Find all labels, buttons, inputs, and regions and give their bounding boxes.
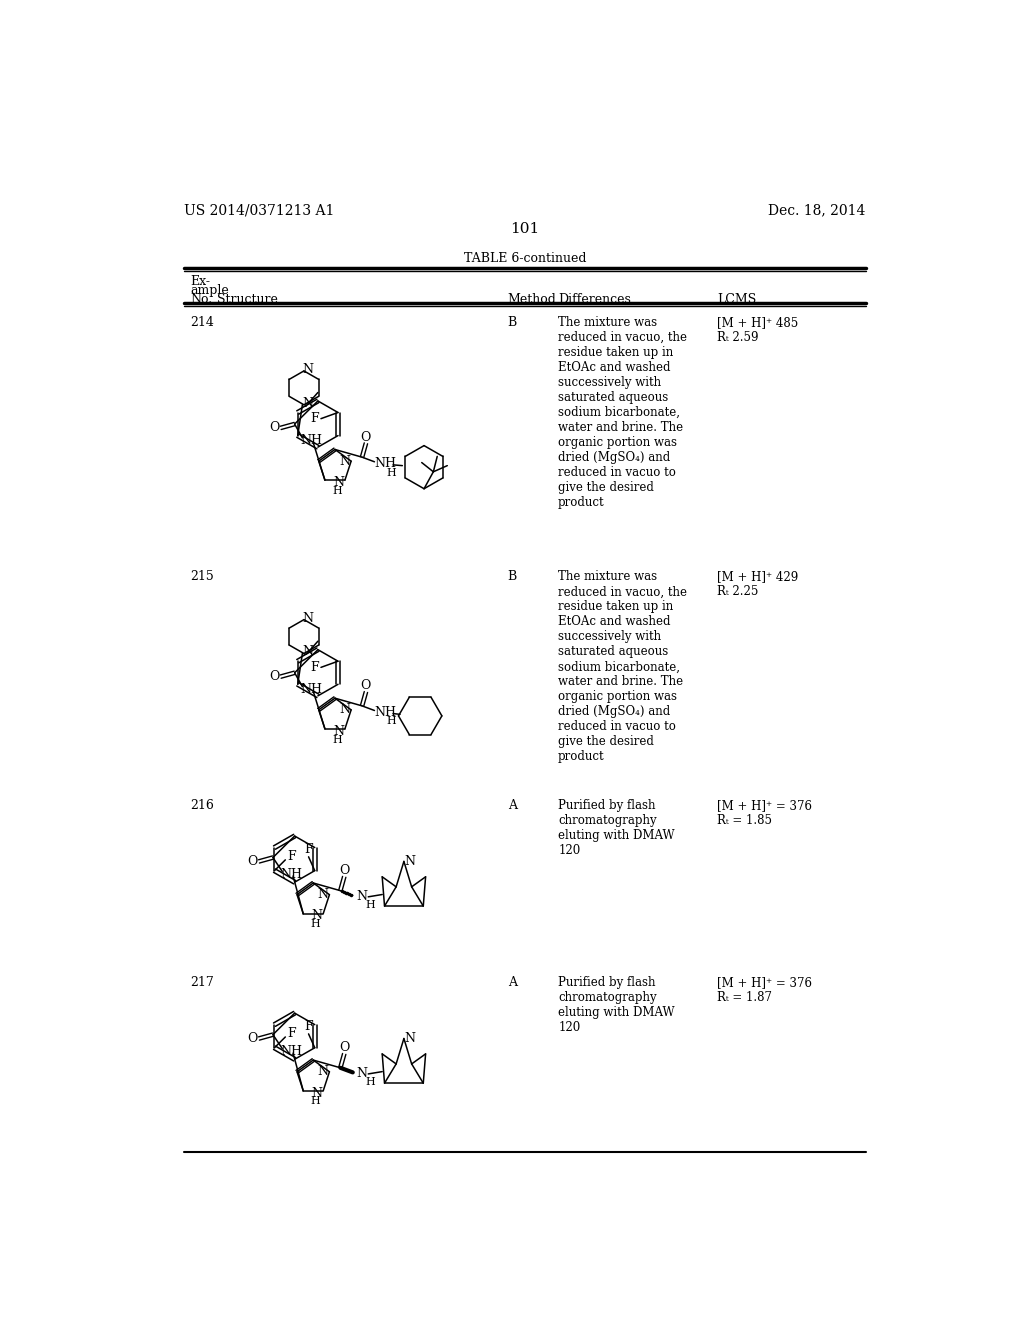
Text: Method: Method (508, 293, 557, 306)
Text: H: H (387, 717, 396, 726)
Text: O: O (248, 855, 258, 869)
Text: Purified by flash
chromatography
eluting with DMAW
120: Purified by flash chromatography eluting… (558, 977, 675, 1034)
Text: F: F (287, 1027, 296, 1040)
Text: Ex-: Ex- (190, 276, 210, 289)
Text: N: N (317, 1065, 329, 1078)
Text: The mixture was
reduced in vacuo, the
residue taken up in
EtOAc and washed
succe: The mixture was reduced in vacuo, the re… (558, 570, 687, 763)
Text: H: H (333, 486, 342, 496)
Text: N: N (302, 611, 313, 624)
Text: N: N (302, 397, 313, 409)
Text: N: N (356, 1068, 368, 1081)
Text: N: N (311, 1086, 323, 1100)
Text: N: N (317, 888, 329, 902)
Text: [M + H]⁺ 429
Rₜ 2.25: [M + H]⁺ 429 Rₜ 2.25 (717, 570, 799, 598)
Text: 214: 214 (190, 317, 214, 329)
Text: 101: 101 (510, 222, 540, 235)
Text: N: N (339, 704, 350, 717)
Text: ample: ample (190, 284, 228, 297)
Text: N: N (302, 363, 313, 376)
Text: NH: NH (281, 869, 302, 880)
Text: N: N (333, 477, 344, 488)
Text: A: A (508, 799, 517, 812)
Text: US 2014/0371213 A1: US 2014/0371213 A1 (183, 203, 334, 216)
Text: 216: 216 (190, 799, 214, 812)
Text: A: A (508, 977, 517, 989)
Text: Structure: Structure (217, 293, 278, 306)
Text: F: F (310, 661, 319, 675)
Text: F: F (310, 412, 319, 425)
Text: O: O (360, 680, 371, 693)
Text: The mixture was
reduced in vacuo, the
residue taken up in
EtOAc and washed
succe: The mixture was reduced in vacuo, the re… (558, 317, 687, 510)
Text: N: N (339, 454, 350, 467)
Text: TABLE 6-continued: TABLE 6-continued (464, 252, 586, 265)
Text: N: N (404, 855, 416, 869)
Text: N: N (311, 909, 323, 923)
Text: LCMS: LCMS (717, 293, 757, 306)
Text: O: O (269, 421, 280, 434)
Text: NH: NH (301, 684, 323, 696)
Text: [M + H]⁺ 485
Rₜ 2.59: [M + H]⁺ 485 Rₜ 2.59 (717, 317, 799, 345)
Text: H: H (365, 899, 375, 909)
Text: 217: 217 (190, 977, 214, 989)
Text: NH: NH (301, 434, 323, 447)
Text: F: F (287, 850, 296, 863)
Text: NH: NH (281, 1045, 302, 1059)
Text: O: O (360, 430, 371, 444)
Text: No.: No. (190, 293, 212, 306)
Text: Dec. 18, 2014: Dec. 18, 2014 (768, 203, 866, 216)
Text: H: H (310, 1097, 321, 1106)
Text: Purified by flash
chromatography
eluting with DMAW
120: Purified by flash chromatography eluting… (558, 799, 675, 857)
Text: O: O (269, 671, 280, 684)
Text: O: O (248, 1032, 258, 1045)
Text: H: H (333, 735, 342, 744)
Text: N: N (302, 645, 313, 659)
Text: NH: NH (375, 457, 396, 470)
Text: N: N (333, 725, 344, 738)
Text: 215: 215 (190, 570, 214, 583)
Text: H: H (310, 920, 321, 929)
Text: Differences: Differences (558, 293, 631, 306)
Text: F: F (304, 1020, 313, 1034)
Text: O: O (339, 1041, 349, 1055)
Text: N: N (356, 890, 368, 903)
Text: NH: NH (375, 705, 396, 718)
Text: [M + H]⁺ = 376
Rₜ = 1.85: [M + H]⁺ = 376 Rₜ = 1.85 (717, 799, 812, 828)
Text: B: B (508, 317, 517, 329)
Text: H: H (387, 467, 396, 478)
Text: H: H (365, 1077, 375, 1086)
Text: B: B (508, 570, 517, 583)
Text: O: O (339, 865, 349, 878)
Text: N: N (404, 1032, 416, 1045)
Text: [M + H]⁺ = 376
Rₜ = 1.87: [M + H]⁺ = 376 Rₜ = 1.87 (717, 977, 812, 1005)
Text: F: F (304, 843, 313, 857)
